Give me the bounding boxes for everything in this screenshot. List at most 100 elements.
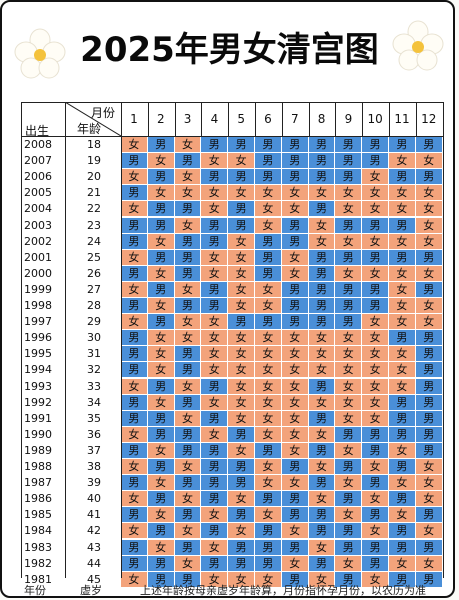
flower-right-icon (392, 20, 444, 71)
gender-cell: 女 (121, 201, 148, 218)
gender-cell: 男 (121, 330, 148, 347)
gender-cell: 女 (121, 491, 148, 508)
row-age: 24 (87, 234, 101, 248)
row-age: 33 (87, 379, 101, 393)
gender-cell: 女 (362, 394, 389, 411)
gender-cell: 女 (389, 507, 416, 524)
gender-cell: 女 (201, 362, 229, 379)
gender-cell: 男 (415, 346, 443, 363)
row-year: 2003 (24, 218, 52, 232)
gender-cell: 男 (255, 314, 282, 331)
gender-cell: 男 (281, 153, 309, 170)
gender-cell: 女 (362, 233, 389, 250)
gender-cell: 女 (389, 442, 416, 459)
gender-cell: 女 (121, 169, 148, 186)
gender-cell: 女 (228, 185, 255, 202)
gender-cell: 男 (335, 539, 363, 556)
gender-cell: 男 (174, 298, 202, 315)
month-divider (415, 102, 417, 137)
gender-cell: 男 (389, 426, 416, 443)
gender-cell: 女 (281, 442, 309, 459)
gender-cell: 女 (281, 555, 309, 572)
month-header-3: 3 (183, 112, 192, 126)
gender-cell: 男 (389, 571, 416, 588)
gender-cell: 男 (335, 426, 363, 443)
gender-cell: 女 (228, 298, 255, 315)
row-year: 1982 (24, 556, 52, 570)
header-diagonal (65, 102, 121, 136)
gender-cell: 女 (389, 378, 416, 395)
gender-cell: 女 (147, 346, 175, 363)
gender-cell: 女 (174, 169, 202, 186)
gender-cell: 女 (174, 523, 202, 540)
footer-age-label: 虚岁 (80, 584, 102, 597)
gender-cell: 女 (362, 169, 389, 186)
row-year: 2001 (24, 250, 52, 264)
gender-cell: 男 (201, 410, 229, 427)
gender-cell: 男 (201, 217, 229, 234)
gender-cell: 女 (335, 378, 363, 395)
gender-cell: 女 (174, 378, 202, 395)
row-year: 2005 (24, 186, 52, 200)
gender-cell: 男 (362, 442, 389, 459)
gender-cell: 女 (362, 378, 389, 395)
gender-cell: 男 (174, 265, 202, 282)
row-year: 1996 (24, 331, 52, 345)
gender-cell: 女 (281, 523, 309, 540)
gender-cell: 女 (147, 185, 175, 202)
row-age: 41 (87, 508, 101, 522)
gender-cell: 男 (147, 426, 175, 443)
gender-cell: 男 (308, 137, 336, 154)
gender-cell: 女 (335, 201, 363, 218)
row-year: 1985 (24, 508, 52, 522)
row-age: 38 (87, 460, 101, 473)
gender-cell: 男 (281, 459, 309, 476)
gender-cell: 女 (281, 475, 309, 492)
gender-cell: 男 (335, 249, 363, 266)
gender-cell: 男 (281, 137, 309, 154)
gender-cell: 女 (147, 362, 175, 379)
month-header-10: 10 (367, 112, 383, 126)
gender-cell: 男 (308, 314, 336, 331)
gender-cell: 女 (255, 378, 282, 395)
gender-cell: 男 (121, 185, 148, 202)
gender-cell: 女 (228, 394, 255, 411)
gender-cell: 男 (147, 523, 175, 540)
gender-cell: 女 (255, 217, 282, 234)
gender-cell: 女 (308, 491, 336, 508)
gender-cell: 女 (255, 362, 282, 379)
gender-cell: 男 (255, 442, 282, 459)
gender-cell: 女 (389, 281, 416, 298)
gender-cell: 男 (362, 281, 389, 298)
row-year: 1993 (24, 379, 52, 393)
gender-cell: 女 (362, 346, 389, 363)
gender-cell: 男 (335, 571, 363, 588)
gender-cell: 男 (362, 298, 389, 315)
gender-cell: 女 (121, 426, 148, 443)
gender-cell: 男 (281, 491, 309, 508)
gender-cell: 男 (308, 298, 336, 315)
gender-cell: 女 (335, 233, 363, 250)
gender-cell: 女 (147, 298, 175, 315)
row-year: 1983 (24, 540, 52, 554)
gender-cell: 女 (174, 555, 202, 572)
gender-cell: 男 (228, 426, 255, 443)
gender-cell: 男 (121, 346, 148, 363)
gender-cell: 女 (255, 346, 282, 363)
gender-cell: 女 (228, 233, 255, 250)
gender-cell: 女 (281, 185, 309, 202)
gender-cell: 女 (255, 507, 282, 524)
gender-cell: 男 (121, 217, 148, 234)
gender-cell: 男 (255, 169, 282, 186)
column-divider (121, 102, 122, 578)
gender-cell: 女 (228, 442, 255, 459)
row-age: 28 (87, 299, 101, 312)
page-title: 2025年男女清宫图 (80, 30, 379, 70)
gender-cell: 女 (201, 426, 229, 443)
row-age: 25 (87, 250, 101, 264)
row-year: 2004 (24, 202, 52, 216)
gender-cell: 男 (308, 153, 336, 170)
gender-cell: 女 (147, 442, 175, 459)
gender-cell: 女 (415, 491, 443, 508)
gender-cell: 女 (415, 555, 443, 572)
